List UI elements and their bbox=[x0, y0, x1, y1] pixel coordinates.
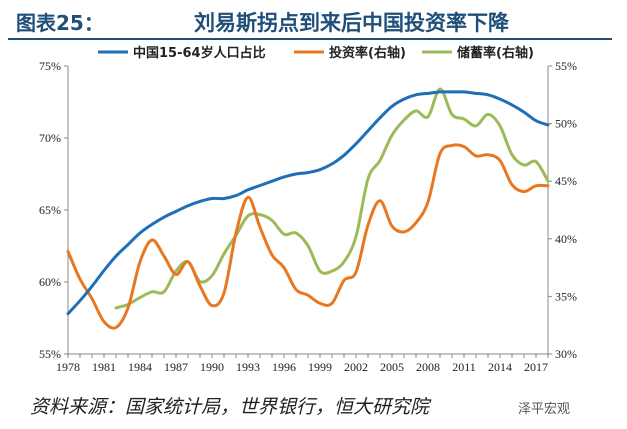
x-tick-label: 2005 bbox=[380, 360, 404, 374]
left-tick-label: 75% bbox=[39, 59, 61, 73]
series-line-working-age-share bbox=[66, 90, 550, 316]
figure-number: 图表25： bbox=[16, 11, 104, 35]
left-tick-label: 70% bbox=[39, 131, 61, 145]
x-tick-label: 2008 bbox=[416, 360, 440, 374]
legend-investment-rate-label: 投资率(右轴) bbox=[329, 45, 406, 61]
series-line-savings-rate bbox=[114, 87, 550, 310]
right-tick-label: 30% bbox=[555, 347, 577, 361]
x-tick-label: 2014 bbox=[488, 360, 512, 374]
x-tick-label: 2002 bbox=[344, 360, 368, 374]
right-tick-label: 45% bbox=[555, 174, 577, 188]
x-tick-label: 1993 bbox=[236, 360, 260, 374]
chart: 55%60%65%70%75%30%35%40%45%50%55%1978 198… bbox=[39, 45, 577, 374]
right-tick-label: 40% bbox=[555, 232, 577, 246]
x-tick-label: 1999 bbox=[308, 360, 332, 374]
x-tick-label: 1981 bbox=[92, 360, 116, 374]
left-tick-label: 60% bbox=[39, 275, 61, 289]
figure-title: 刘易斯拐点到来后中国投资率下降 bbox=[194, 11, 509, 35]
x-tick-label: 1987 bbox=[164, 360, 188, 374]
series-line-investment-rate bbox=[66, 143, 550, 330]
x-tick-label: 1990 bbox=[200, 360, 224, 374]
figure-title-bar: 图表25： 刘易斯拐点到来后中国投资率下降 bbox=[8, 6, 612, 40]
right-tick-label: 50% bbox=[555, 117, 577, 131]
right-tick-label: 55% bbox=[555, 59, 577, 73]
left-tick-label: 55% bbox=[39, 347, 61, 361]
legend-working-age-share-label: 中国15-64岁人口占比 bbox=[133, 45, 266, 61]
left-tick-label: 65% bbox=[39, 203, 61, 217]
watermark-text: 泽平宏观 bbox=[518, 402, 571, 417]
legend-savings-rate-label: 储蓄率(右轴) bbox=[456, 45, 534, 61]
x-tick-label: 1984 bbox=[128, 360, 152, 374]
x-tick-label: 2017 bbox=[524, 360, 548, 374]
right-tick-label: 35% bbox=[555, 289, 577, 303]
source-note: 资料来源：国家统计局，世界银行，恒大研究院 bbox=[30, 396, 430, 418]
x-tick-label: 1978 bbox=[56, 360, 80, 374]
x-tick-label: 2011 bbox=[452, 360, 476, 374]
x-tick-label: 1996 bbox=[272, 360, 296, 374]
